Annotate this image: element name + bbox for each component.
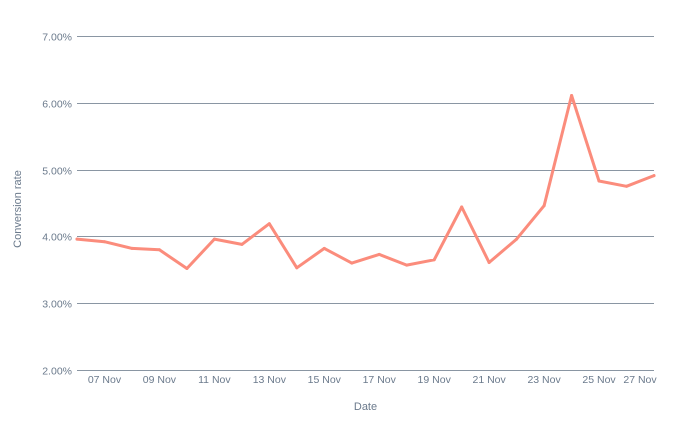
- x-tick-label: 15 Nov: [308, 374, 342, 386]
- data-point: [625, 184, 628, 188]
- conversion-rate-line: [75, 94, 656, 270]
- x-tick-label: 25 Nov: [582, 374, 616, 386]
- x-axis-ticks: 07 Nov 09 Nov 11 Nov 13 Nov 15 Nov 17 Nov 19 N…: [88, 374, 658, 386]
- x-tick-label: 09 Nov: [143, 374, 177, 386]
- data-point: [652, 174, 656, 178]
- x-tick-label: 21 Nov: [473, 374, 507, 386]
- y-tick-label: 3.00%: [42, 299, 72, 311]
- data-point: [295, 266, 299, 270]
- y-tick-label: 7.00%: [42, 32, 72, 44]
- data-point: [267, 222, 271, 226]
- data-point: [487, 261, 491, 264]
- x-tick-label: 19 Nov: [418, 374, 452, 386]
- x-tick-label: 13 Nov: [253, 374, 287, 386]
- x-tick-label: 07 Nov: [88, 374, 122, 386]
- data-point: [597, 179, 601, 183]
- data-point: [240, 242, 244, 246]
- data-point: [185, 267, 189, 270]
- data-point: [212, 237, 216, 241]
- data-point: [103, 240, 106, 244]
- data-point: [542, 204, 546, 208]
- series-layer: [75, 94, 656, 270]
- y-axis-title: Conversion rate: [12, 170, 24, 248]
- data-point: [460, 205, 464, 209]
- x-tick-label: 27 Nov: [623, 374, 657, 386]
- x-tick-label: 11 Nov: [198, 374, 231, 386]
- y-axis-ticks: 2.00% 3.00% 4.00% 5.00% 6.00% 7.00%: [42, 32, 72, 378]
- x-tick-label: 17 Nov: [363, 374, 397, 386]
- gridlines: [77, 36, 654, 371]
- y-tick-label: 4.00%: [42, 232, 72, 244]
- data-point: [322, 246, 326, 250]
- data-point: [432, 258, 436, 262]
- y-tick-label: 2.00%: [42, 366, 72, 378]
- data-point: [515, 237, 519, 241]
- data-point: [570, 94, 574, 97]
- x-axis-title: Date: [354, 401, 377, 413]
- y-tick-label: 6.00%: [42, 99, 72, 111]
- data-point: [350, 261, 354, 265]
- data-point: [377, 252, 381, 256]
- data-point: [75, 237, 79, 241]
- data-point: [130, 246, 134, 250]
- x-tick-label: 23 Nov: [527, 374, 561, 386]
- data-point: [405, 263, 409, 267]
- y-tick-label: 5.00%: [42, 166, 72, 178]
- data-point: [157, 248, 161, 252]
